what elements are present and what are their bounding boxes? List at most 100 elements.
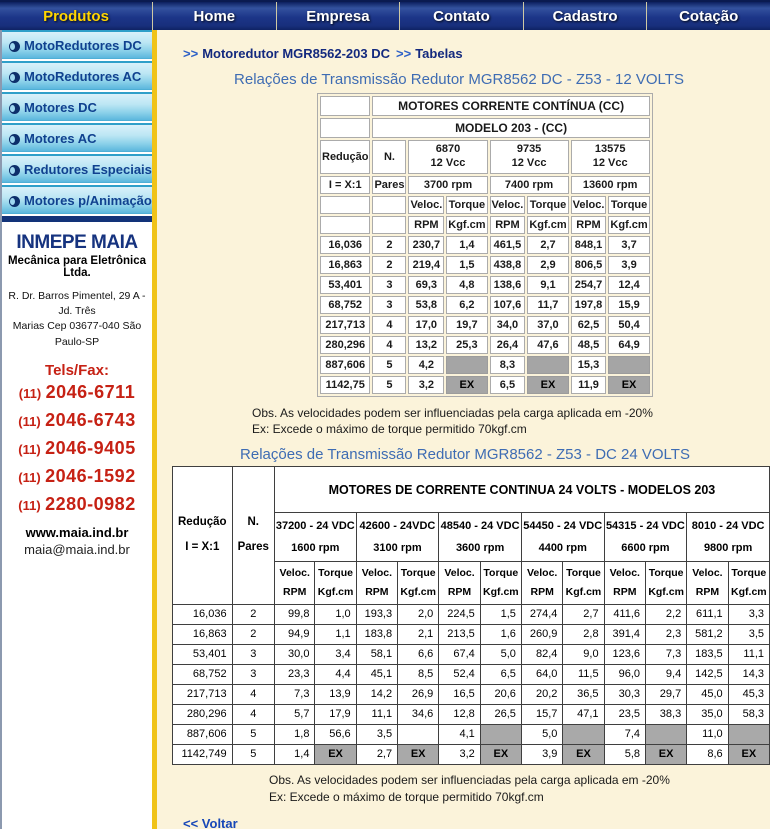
reducao-cell: 217,713 [172,683,233,705]
reducao-cell: 1142,749 [172,743,233,765]
motor-header: 13575 12 Vcc [570,140,650,174]
torque-cell: 4,8 [446,275,488,294]
pares-cell: 2 [372,255,407,274]
sidebar-item-motoredutores-ac[interactable]: MotoRedutores AC [2,61,152,90]
nav-tab-cotacao[interactable]: Cotação [646,2,770,30]
nav-tab-empresa[interactable]: Empresa [275,2,400,30]
torque-cell: EX [397,743,440,765]
reducao-cell: 887,606 [320,355,371,374]
motor-rpm: 6600 rpm [621,542,670,555]
torque-cell: 2,7 [562,603,605,625]
torque-cell: 3,3 [727,603,770,625]
voltar-link[interactable]: << Voltar [183,816,238,829]
bullet-icon [9,103,20,114]
divider-stripe [152,30,157,829]
reducao-cell: 53,401 [320,275,371,294]
sidebar-item-motores-animacao[interactable]: Motores p/Animação [2,185,152,214]
nav-tab-home[interactable]: Home [152,2,276,30]
torque-label: Torque [527,195,569,214]
veloc-cell: 183,5 [686,643,729,665]
veloc-cell: 611,1 [686,603,729,625]
table-row: Redução I = X:1 N. Pares MOTORES DE CORREN… [172,466,770,605]
torque-cell: 2,9 [527,255,569,274]
company-info: INMEPE MAIA Mecânica para Eletrônica Ltd… [2,222,152,557]
reducao-cell: 68,752 [172,663,233,685]
veloc-cell: 12,8 [438,703,481,725]
veloc-cell: 581,2 [686,623,729,645]
motor-code: 13575 [594,143,626,155]
torque-cell: 3,4 [314,643,357,665]
torque-cell: 3,7 [608,235,650,254]
veloc-cell: 806,5 [570,255,607,274]
torque-cell: 5,0 [479,643,522,665]
sidebar-item-label: Motores DC [24,99,97,115]
company-subtitle: Mecânica para Eletrônica Ltda. [7,255,147,279]
motor-volts: 12 Vcc [592,156,628,169]
sidebar-item-label: Motores p/Animação [24,192,152,208]
table-row: 16,036 2 230,7 1,4 461,5 2,7 848,1 3,7 [320,235,650,254]
pares-cell: 3 [231,663,275,685]
ix-header: I = X:1 [320,175,371,194]
table1-body: 16,036 2 230,7 1,4 461,5 2,7 848,1 3,7 16,863 2 21… [320,235,650,394]
sidebar-item-motores-ac[interactable]: Motores AC [2,123,152,152]
nav-tab-contato[interactable]: Contato [399,2,523,30]
veloc-cell: 16,5 [438,683,481,705]
table2-body: 16,036 2 99,8 1,0 193,3 2,0 224,5 1,5 274,4 2,7 41… [172,603,770,765]
veloc-label: Veloc. RPM [520,561,564,605]
veloc-label: Veloc. RPM [686,561,729,605]
table-row: 217,713 4 17,0 19,7 34,0 37,0 62,5 50,4 [320,315,650,334]
table-12v-notes: Obs. As velocidades podem ser influencia… [252,405,770,439]
motor-rpm: 1600 rpm [291,542,340,555]
torque-cell: 11,1 [727,643,770,665]
nav-tab-produtos[interactable]: Produtos [43,7,109,25]
reducao-header: Redução [320,140,371,174]
veloc-cell: 4,2 [408,355,445,374]
motor-header: 9735 12 Vcc [489,140,569,174]
blank-cell [320,195,371,214]
torque-label: Torque Kgf.cm [562,561,605,605]
pares-cell: 3 [372,295,407,314]
torque-cell: 2,8 [562,623,605,645]
veloc-cell: 193,3 [355,603,399,625]
torque-cell: 14,3 [727,663,770,685]
veloc-cell: 23,3 [273,663,316,685]
phone-number: (11) 2046-1592 [18,465,136,486]
pares-cell: 5 [231,743,275,765]
kgf-unit-label: Kgf.cm [446,215,488,234]
phones-label: Tels/Fax: [45,361,109,379]
veloc-cell: 62,5 [570,315,607,334]
veloc-label: Veloc. RPM [438,561,481,605]
torque-cell: 2,3 [645,623,688,645]
sidebar-item-label: MotoRedutores AC [24,68,142,84]
sidebar-item-redutores-especiais[interactable]: Redutores Especiais [2,154,152,183]
veloc-cell: 213,5 [438,623,481,645]
veloc-cell: 14,2 [355,683,399,705]
torque-label: Torque [446,195,488,214]
torque-cell: 1,0 [314,603,357,625]
veloc-cell: 254,7 [570,275,607,294]
motor-rpm: 4400 rpm [538,542,587,555]
sidebar-item-motoredutores-dc[interactable]: MotoRedutores DC [2,30,152,59]
veloc-cell: 8,3 [489,355,526,374]
nav-tab-cadastro[interactable]: Cadastro [522,2,647,30]
motor-header: 48540 - 24 VDC 3600 rpm [438,512,522,563]
sidebar-item-motores-dc[interactable]: Motores DC [2,92,152,121]
torque-cell [397,723,440,745]
torque-cell [562,723,605,745]
rpm-unit-label: RPM [489,215,526,234]
pares-header: Pares [372,175,407,194]
veloc-cell: 107,6 [489,295,526,314]
veloc-cell: 230,7 [408,235,445,254]
torque-cell: 1,1 [314,623,357,645]
phone-list: (11) 2046-6711 (11) 2046-6743 (11) 2046-94… [2,379,152,519]
torque-label: Torque Kgf.cm [645,561,688,605]
company-name: INMEPE MAIA [16,232,138,253]
table-24v-title: Relações de Transmissão Redutor MGR8562 … [240,446,690,464]
table-row: 887,606 5 1,8 56,6 3,5 4,1 5,0 7,4 11,0 [172,723,770,745]
torque-cell: 29,7 [645,683,688,705]
veloc-cell: 224,5 [438,603,481,625]
kgf-unit-label: Kgf.cm [608,215,650,234]
motor-code: 9735 [516,143,542,155]
sidebar-item-label: Motores AC [24,130,97,146]
